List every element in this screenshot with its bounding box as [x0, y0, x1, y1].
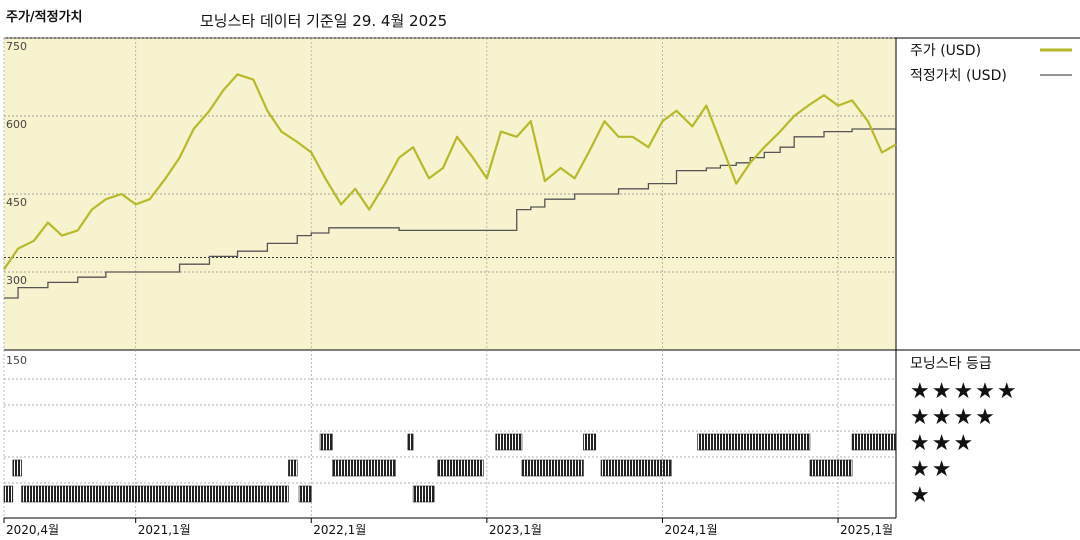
price-line: [3, 73, 897, 271]
rating-bar-segment: [407, 433, 414, 451]
y-tick-label: 750: [6, 40, 27, 53]
rating-level-label: ★★★: [910, 431, 975, 456]
y-tick-label: 300: [6, 274, 27, 287]
rating-bar-segment: [583, 433, 597, 451]
rating-level-label: ★★: [910, 457, 953, 482]
x-tick-label: 2023,1월: [489, 523, 542, 537]
rating-bar-segment: [288, 459, 298, 477]
chart-title: 주가/적정가치: [6, 10, 83, 25]
legend-fair-value-label: 적정가치 (USD): [910, 68, 1007, 84]
rating-bar-segment: [851, 433, 897, 451]
x-tick-label: 2021,1월: [138, 523, 191, 537]
rating-bar-segment: [298, 485, 312, 503]
rating-level-label: ★★★★★: [910, 379, 1019, 404]
x-tick-label: 2024,1월: [664, 523, 717, 537]
data-date-subtitle: 모닝스타 데이터 기준일 29. 4월 2025: [200, 12, 448, 30]
rating-bar-segment: [600, 459, 672, 477]
rating-y-tick-label: 150: [6, 354, 27, 367]
rating-level-label: ★: [910, 483, 932, 508]
x-tick-label: 2025,1월: [840, 523, 893, 537]
rating-bar-segment: [697, 433, 811, 451]
fair-value-line: [4, 128, 896, 299]
rating-bar-segment: [521, 459, 584, 477]
x-tick-label: 2022,1월: [313, 523, 366, 537]
rating-bar-segment: [319, 433, 333, 451]
y-tick-label: 600: [6, 118, 27, 131]
rating-bar-segment: [332, 459, 396, 477]
rating-bar-segment: [437, 459, 484, 477]
rating-bar-segment: [12, 459, 22, 477]
rating-bar-segment: [495, 433, 523, 451]
legend-price-label: 주가 (USD): [910, 43, 981, 59]
rating-bar-segment: [3, 485, 14, 503]
x-tick-label: 2020,4월: [6, 523, 59, 537]
rating-bar-segment: [21, 485, 289, 503]
y-tick-label: 450: [6, 196, 27, 209]
rating-panel-title: 모닝스타 등급: [910, 356, 992, 372]
rating-level-label: ★★★★: [910, 405, 997, 430]
rating-bar-segment: [412, 485, 435, 503]
rating-bar-segment: [809, 459, 853, 477]
